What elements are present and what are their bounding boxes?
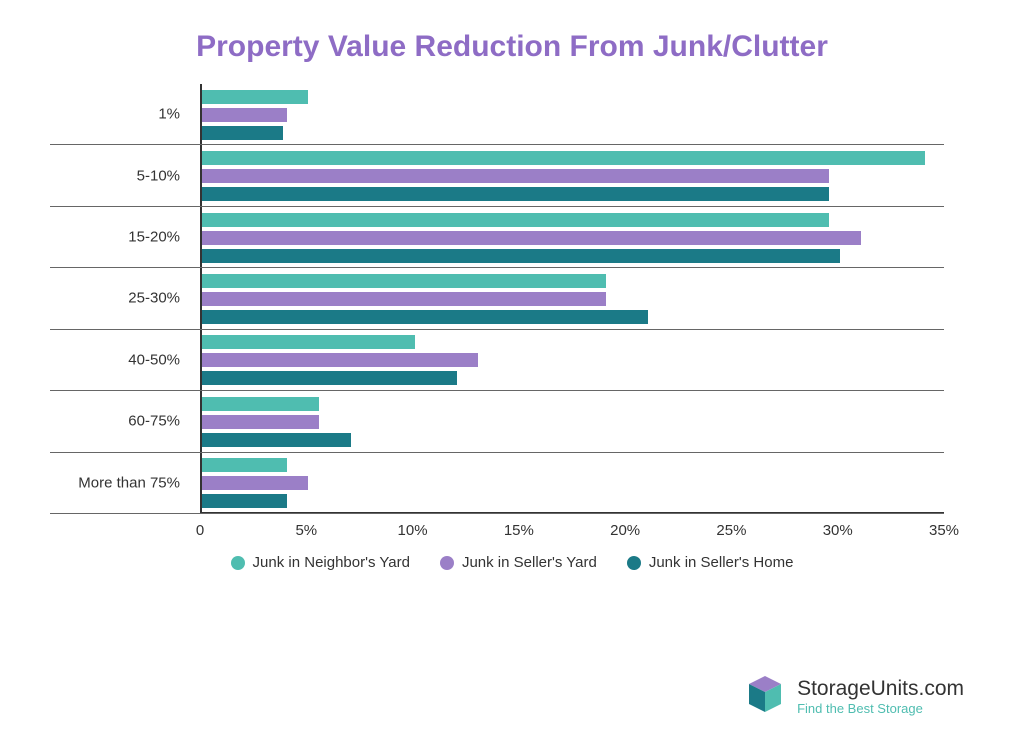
category-group: 40-50% (50, 330, 944, 391)
category-group: 60-75% (50, 391, 944, 452)
bar (202, 249, 840, 263)
bar (202, 371, 457, 385)
x-tick-label: 10% (398, 514, 428, 539)
legend-item: Junk in Seller's Yard (440, 554, 597, 571)
bar (202, 292, 606, 306)
legend-label: Junk in Seller's Home (649, 554, 794, 571)
legend-swatch-icon (231, 556, 245, 570)
category-label: 60-75% (50, 413, 190, 430)
legend-swatch-icon (440, 556, 454, 570)
category-label: 15-20% (50, 229, 190, 246)
bar (202, 353, 478, 367)
brand-name: StorageUnits.com (797, 676, 964, 701)
bar (202, 126, 283, 140)
bar (202, 108, 287, 122)
bar (202, 187, 829, 201)
category-group: More than 75% (50, 453, 944, 514)
x-tick-label: 35% (929, 514, 959, 539)
category-label: 5-10% (50, 167, 190, 184)
bar (202, 90, 308, 104)
legend-label: Junk in Neighbor's Yard (253, 554, 410, 571)
bar (202, 397, 319, 411)
chart-container: Property Value Reduction From Junk/Clutt… (0, 0, 1024, 749)
bar (202, 151, 925, 165)
category-group: 5-10% (50, 145, 944, 206)
bar (202, 476, 308, 490)
bar (202, 231, 861, 245)
legend-label: Junk in Seller's Yard (462, 554, 597, 571)
legend-swatch-icon (627, 556, 641, 570)
bar (202, 415, 319, 429)
cube-logo-icon (743, 672, 787, 721)
category-label: 25-30% (50, 290, 190, 307)
brand-tagline: Find the Best Storage (797, 701, 964, 717)
bar (202, 169, 829, 183)
x-tick-label: 15% (504, 514, 534, 539)
plot-area: 1%5-10%15-20%25-30%40-50%60-75%More than… (200, 84, 944, 514)
bar (202, 494, 287, 508)
category-group: 25-30% (50, 268, 944, 329)
x-tick-label: 0 (196, 514, 204, 539)
bar (202, 433, 351, 447)
bar (202, 310, 648, 324)
x-tick-label: 30% (823, 514, 853, 539)
legend-item: Junk in Seller's Home (627, 554, 794, 571)
bar (202, 335, 415, 349)
brand-text: StorageUnits.com Find the Best Storage (797, 676, 964, 717)
category-label: 1% (50, 106, 190, 123)
category-group: 15-20% (50, 207, 944, 268)
chart-title: Property Value Reduction From Junk/Clutt… (50, 30, 974, 64)
x-tick-label: 25% (716, 514, 746, 539)
bar (202, 458, 287, 472)
category-label: More than 75% (50, 474, 190, 491)
bar (202, 213, 829, 227)
bar (202, 274, 606, 288)
category-label: 40-50% (50, 351, 190, 368)
x-tick-label: 20% (610, 514, 640, 539)
x-tick-label: 5% (295, 514, 317, 539)
brand-footer: StorageUnits.com Find the Best Storage (743, 672, 964, 721)
legend-item: Junk in Neighbor's Yard (231, 554, 410, 571)
category-group: 1% (50, 84, 944, 145)
legend: Junk in Neighbor's Yard Junk in Seller's … (50, 554, 974, 571)
